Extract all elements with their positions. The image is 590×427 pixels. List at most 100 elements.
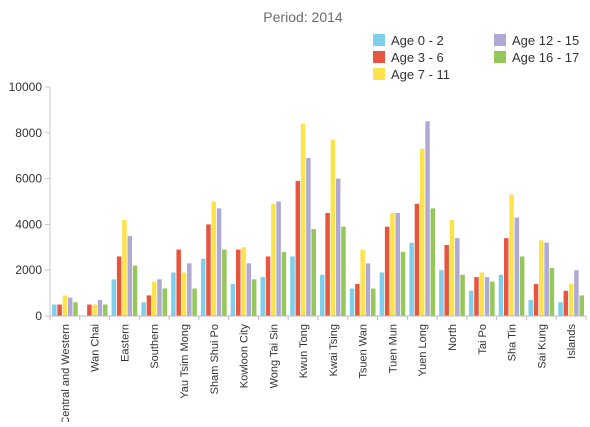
bar-age-12-15-wong-tai-sin bbox=[276, 201, 281, 316]
bar-age-3-6-sham-shui-po bbox=[206, 224, 211, 316]
bar-age-0-2-tsuen-wan bbox=[349, 288, 355, 316]
legend-label: Age 0 - 2 bbox=[391, 33, 444, 48]
bar-age-12-15-sham-shui-po bbox=[216, 208, 222, 316]
x-tick-label: Sha Tin bbox=[507, 324, 519, 361]
bar-age-16-17-sai-kung bbox=[549, 267, 555, 316]
bar-age-12-15-tuen-mun bbox=[395, 212, 400, 316]
bar-age-7-11-wong-tai-sin bbox=[271, 203, 276, 316]
x-tick-label: Tuen Mun bbox=[387, 324, 399, 373]
bar-age-3-6-yuen-long bbox=[414, 203, 420, 316]
bar-group-sham-shui-po bbox=[200, 201, 227, 316]
bar-age-0-2-yau-tsim-mong bbox=[171, 272, 176, 316]
bar-age-7-11-kwun-tong bbox=[300, 123, 306, 316]
bar-age-7-11-central-and-western bbox=[62, 295, 68, 316]
legend-swatch bbox=[494, 51, 506, 63]
bar-age-0-2-kwun-tong bbox=[290, 256, 295, 316]
x-axis: Central and Western Wan Chai Eastern Southe… bbox=[49, 315, 587, 425]
bar-group-sai-kung bbox=[528, 240, 555, 316]
x-tick-label: Southern bbox=[149, 324, 161, 369]
bar-age-3-6-kowloon-city bbox=[236, 249, 241, 316]
y-tick-label: 0 bbox=[35, 309, 42, 323]
bar-age-7-11-north bbox=[449, 219, 455, 316]
bar-age-0-2-sha-tin bbox=[498, 274, 504, 316]
bar-group-yau-tsim-mong bbox=[171, 249, 197, 316]
y-tick-label: 8000 bbox=[15, 126, 42, 140]
bar-age-12-15-sha-tin bbox=[514, 217, 520, 316]
x-tick-label: Sham Shui Po bbox=[209, 324, 221, 394]
bar-age-3-6-kwun-tong bbox=[295, 180, 301, 316]
bar-age-12-15-wan-chai bbox=[97, 299, 103, 316]
y-tick-label: 10000 bbox=[9, 80, 43, 94]
legend-label: Age 7 - 11 bbox=[391, 67, 450, 82]
bar-age-12-15-kwai-tsing bbox=[335, 178, 341, 316]
bar-age-12-15-tai-po bbox=[484, 277, 490, 316]
bar-age-16-17-central-and-western bbox=[73, 302, 78, 316]
bar-age-0-2-sham-shui-po bbox=[200, 258, 206, 316]
legend-item-age-12-15[interactable]: Age 12 - 15 bbox=[494, 33, 579, 48]
bar-group-southern bbox=[141, 279, 168, 316]
legend-item-age-16-17[interactable]: Age 16 - 17 bbox=[494, 50, 579, 65]
bar-age-0-2-kowloon-city bbox=[230, 283, 236, 316]
legend-swatch bbox=[373, 51, 385, 63]
chart-title: Period: 2014 bbox=[263, 9, 343, 25]
bar-age-3-6-kwai-tsing bbox=[325, 212, 330, 316]
bar-age-12-15-north bbox=[455, 238, 460, 316]
bar-age-3-6-sha-tin bbox=[504, 238, 509, 316]
bar-group-north bbox=[439, 219, 465, 316]
x-tick-label: Islands bbox=[566, 324, 578, 359]
bar-age-16-17-sham-shui-po bbox=[222, 249, 227, 316]
bar-age-7-11-sha-tin bbox=[509, 194, 514, 316]
bar-age-0-2-north bbox=[439, 270, 444, 316]
x-tick-label: Sai Kung bbox=[536, 324, 548, 369]
x-tick-label: Kwai Tsing bbox=[328, 324, 340, 376]
bar-age-16-17-wan-chai bbox=[103, 304, 108, 316]
bar-age-3-6-southern bbox=[146, 295, 152, 316]
bar-age-3-6-tuen-mun bbox=[384, 226, 390, 316]
bar-group-kwun-tong bbox=[290, 123, 316, 316]
bar-age-16-17-tuen-mun bbox=[400, 251, 406, 316]
bar-age-0-2-kwai-tsing bbox=[320, 274, 325, 316]
bar-group-tai-po bbox=[468, 272, 495, 316]
bar-age-3-6-yau-tsim-mong bbox=[176, 249, 181, 316]
legend-swatch bbox=[494, 34, 506, 46]
bar-age-3-6-islands bbox=[563, 290, 569, 316]
bar-age-3-6-sai-kung bbox=[533, 283, 539, 316]
legend-item-age-3-6[interactable]: Age 3 - 6 bbox=[373, 50, 444, 65]
bar-age-7-11-tuen-mun bbox=[390, 212, 395, 316]
bar-age-16-17-tsuen-wan bbox=[371, 288, 376, 316]
x-tick-label: Yuen Long bbox=[417, 324, 429, 377]
bar-age-3-6-central-and-western bbox=[57, 304, 62, 316]
bar-age-12-15-kwun-tong bbox=[306, 157, 311, 316]
bar-age-16-17-islands bbox=[579, 295, 584, 316]
bar-group-kwai-tsing bbox=[320, 139, 346, 316]
bar-age-7-11-wan-chai bbox=[92, 304, 97, 316]
bar-age-16-17-yau-tsim-mong bbox=[192, 288, 197, 316]
legend: Age 0 - 2 Age 3 - 6 Age 7 - 11 Age 12 - 15 A… bbox=[373, 33, 579, 82]
bar-group-eastern bbox=[111, 219, 138, 316]
bar-age-0-2-sai-kung bbox=[528, 299, 533, 316]
bar-group-sha-tin bbox=[498, 194, 525, 316]
bar-age-3-6-north bbox=[444, 245, 449, 316]
bar-age-3-6-wan-chai bbox=[87, 304, 92, 316]
legend-item-age-0-2[interactable]: Age 0 - 2 bbox=[373, 33, 444, 48]
bar-age-0-2-southern bbox=[141, 302, 146, 316]
bar-age-12-15-sai-kung bbox=[544, 242, 549, 316]
bar-age-7-11-islands bbox=[568, 283, 574, 316]
bar-age-0-2-yuen-long bbox=[409, 242, 414, 316]
y-tick-label: 6000 bbox=[15, 172, 42, 186]
x-tick-label: Tsuen Wan bbox=[358, 324, 370, 379]
x-tick-label: Wong Tai Sin bbox=[268, 324, 280, 388]
x-tick-label: North bbox=[447, 324, 459, 351]
bar-age-16-17-yuen-long bbox=[430, 208, 436, 316]
bar-age-12-15-tsuen-wan bbox=[365, 263, 371, 316]
x-tick-label: Central and Western bbox=[60, 324, 72, 422]
legend-label: Age 12 - 15 bbox=[512, 33, 579, 48]
bar-group-wan-chai bbox=[87, 299, 108, 316]
bar-age-0-2-islands bbox=[558, 302, 563, 316]
bar-age-12-15-central-and-western bbox=[67, 297, 73, 316]
bar-age-12-15-islands bbox=[574, 270, 579, 316]
y-tick-label: 4000 bbox=[15, 217, 42, 231]
x-tick-label: Eastern bbox=[119, 324, 131, 362]
x-tick-label: Wan Chai bbox=[90, 324, 102, 372]
legend-item-age-7-11[interactable]: Age 7 - 11 bbox=[373, 67, 450, 82]
